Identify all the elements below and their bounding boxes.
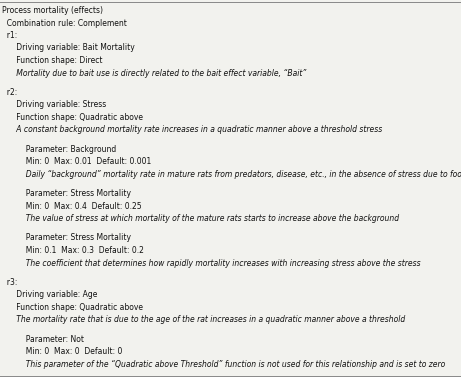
- Text: r1:: r1:: [2, 31, 17, 40]
- Text: Combination rule: Complement: Combination rule: Complement: [2, 18, 127, 28]
- Text: Driving variable: Stress: Driving variable: Stress: [2, 100, 106, 109]
- Text: Driving variable: Age: Driving variable: Age: [2, 290, 97, 299]
- Text: The mortality rate that is due to the age of the rat increases in a quadratic ma: The mortality rate that is due to the ag…: [2, 316, 405, 324]
- Text: Daily “background” mortality rate in mature rats from predators, disease, etc., : Daily “background” mortality rate in mat…: [2, 170, 461, 179]
- Text: Function shape: Quadratic above: Function shape: Quadratic above: [2, 113, 143, 122]
- Text: Min: 0  Max: 0.01  Default: 0.001: Min: 0 Max: 0.01 Default: 0.001: [2, 157, 151, 166]
- Text: Mortality due to bait use is directly related to the bait effect variable, “Bait: Mortality due to bait use is directly re…: [2, 69, 307, 78]
- Text: r3:: r3:: [2, 278, 18, 287]
- Text: Function shape: Quadratic above: Function shape: Quadratic above: [2, 303, 143, 312]
- Text: Function shape: Direct: Function shape: Direct: [2, 56, 102, 65]
- Text: Parameter: Stress Mortality: Parameter: Stress Mortality: [2, 189, 131, 198]
- Text: Min: 0  Max: 0.4  Default: 0.25: Min: 0 Max: 0.4 Default: 0.25: [2, 202, 142, 211]
- Text: The value of stress at which mortality of the mature rats starts to increase abo: The value of stress at which mortality o…: [2, 214, 399, 223]
- Text: This parameter of the “Quadratic above Threshold” function is not used for this : This parameter of the “Quadratic above T…: [2, 360, 445, 369]
- Text: The coefficient that determines how rapidly mortality increases with increasing : The coefficient that determines how rapi…: [2, 259, 420, 268]
- Text: Parameter: Background: Parameter: Background: [2, 145, 116, 154]
- Text: Min: 0  Max: 0  Default: 0: Min: 0 Max: 0 Default: 0: [2, 347, 122, 356]
- Text: A constant background mortality rate increases in a quadratic manner above a thr: A constant background mortality rate inc…: [2, 126, 382, 134]
- Text: Parameter: Stress Mortality: Parameter: Stress Mortality: [2, 233, 131, 242]
- Text: r2:: r2:: [2, 88, 17, 97]
- Text: Process mortality (effects): Process mortality (effects): [2, 6, 103, 15]
- Text: Min: 0.1  Max: 0.3  Default: 0.2: Min: 0.1 Max: 0.3 Default: 0.2: [2, 246, 144, 255]
- Text: Parameter: Not: Parameter: Not: [2, 335, 84, 344]
- Text: Driving variable: Bait Mortality: Driving variable: Bait Mortality: [2, 43, 135, 52]
